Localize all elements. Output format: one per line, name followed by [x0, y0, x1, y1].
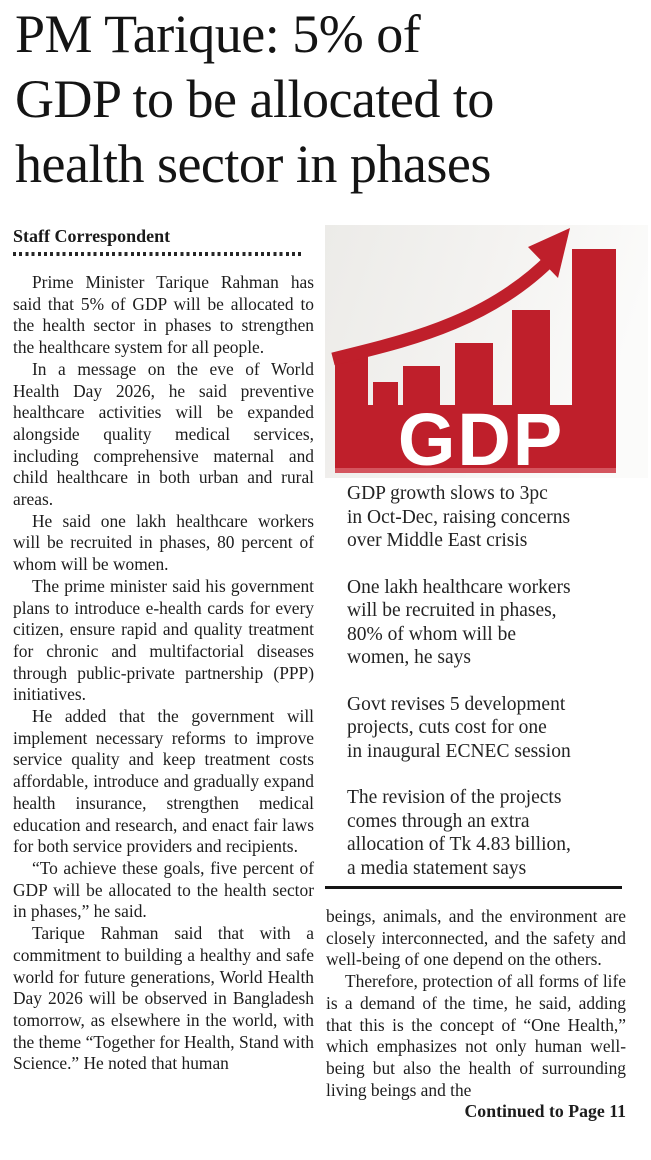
- gdp-logo-label: GDP: [398, 398, 564, 478]
- highlight-item: Govt revises 5 development projects, cut…: [347, 693, 571, 762]
- continuation-column: beings, animals, and the environment are…: [326, 906, 626, 1123]
- article-paragraph: Prime Minister Tarique Rahman has said t…: [13, 272, 314, 358]
- article-paragraph: He added that the government will implem…: [13, 706, 314, 857]
- byline-dotted-rule: [13, 252, 304, 256]
- highlights-list: GDP growth slows to 3pc in Oct-Dec, rais…: [347, 482, 639, 903]
- bar-4: [512, 310, 550, 412]
- continuation-paragraphs: beings, animals, and the environment are…: [326, 906, 626, 1101]
- bar-chart-shapes: [331, 228, 616, 473]
- article-paragraph: The prime minister said his government p…: [13, 575, 314, 705]
- gdp-growth-icon: GDP: [325, 225, 648, 481]
- continued-notice: Continued to Page 11: [464, 1101, 626, 1122]
- base-bottom-strip: [335, 468, 616, 473]
- arrowhead: [528, 228, 570, 278]
- base-block: [335, 405, 616, 473]
- article-paragraph: beings, animals, and the environment are…: [326, 906, 626, 970]
- article-paragraph: “To achieve these goals, five percent of…: [13, 857, 314, 922]
- article-paragraph: In a message on the eve of World Health …: [13, 358, 314, 510]
- section-divider: [325, 886, 622, 889]
- bar-3: [455, 343, 493, 412]
- ramp-shape: [335, 350, 368, 407]
- highlight-item: The revision of the projects comes throu…: [347, 787, 571, 879]
- gdp-photo: GDP: [325, 225, 648, 481]
- highlight-item: One lakh healthcare workers will be recr…: [347, 576, 571, 669]
- article-paragraph: Tarique Rahman said that with a commitme…: [13, 923, 314, 1074]
- article-paragraph: He said one lakh healthcare workers will…: [13, 510, 314, 575]
- highlight-item: GDP growth slows to 3pc in Oct-Dec, rais…: [347, 483, 571, 551]
- bar-2: [403, 366, 440, 412]
- growth-curve: [331, 250, 560, 366]
- article-paragraph: Therefore, protection of all forms of li…: [326, 971, 626, 1100]
- byline: Staff Correspondent: [13, 226, 171, 246]
- article-body-column: Prime Minister Tarique Rahman has said t…: [13, 272, 314, 1075]
- article-headline: PM Tarique: 5% of GDP to be allocated to…: [15, 4, 494, 194]
